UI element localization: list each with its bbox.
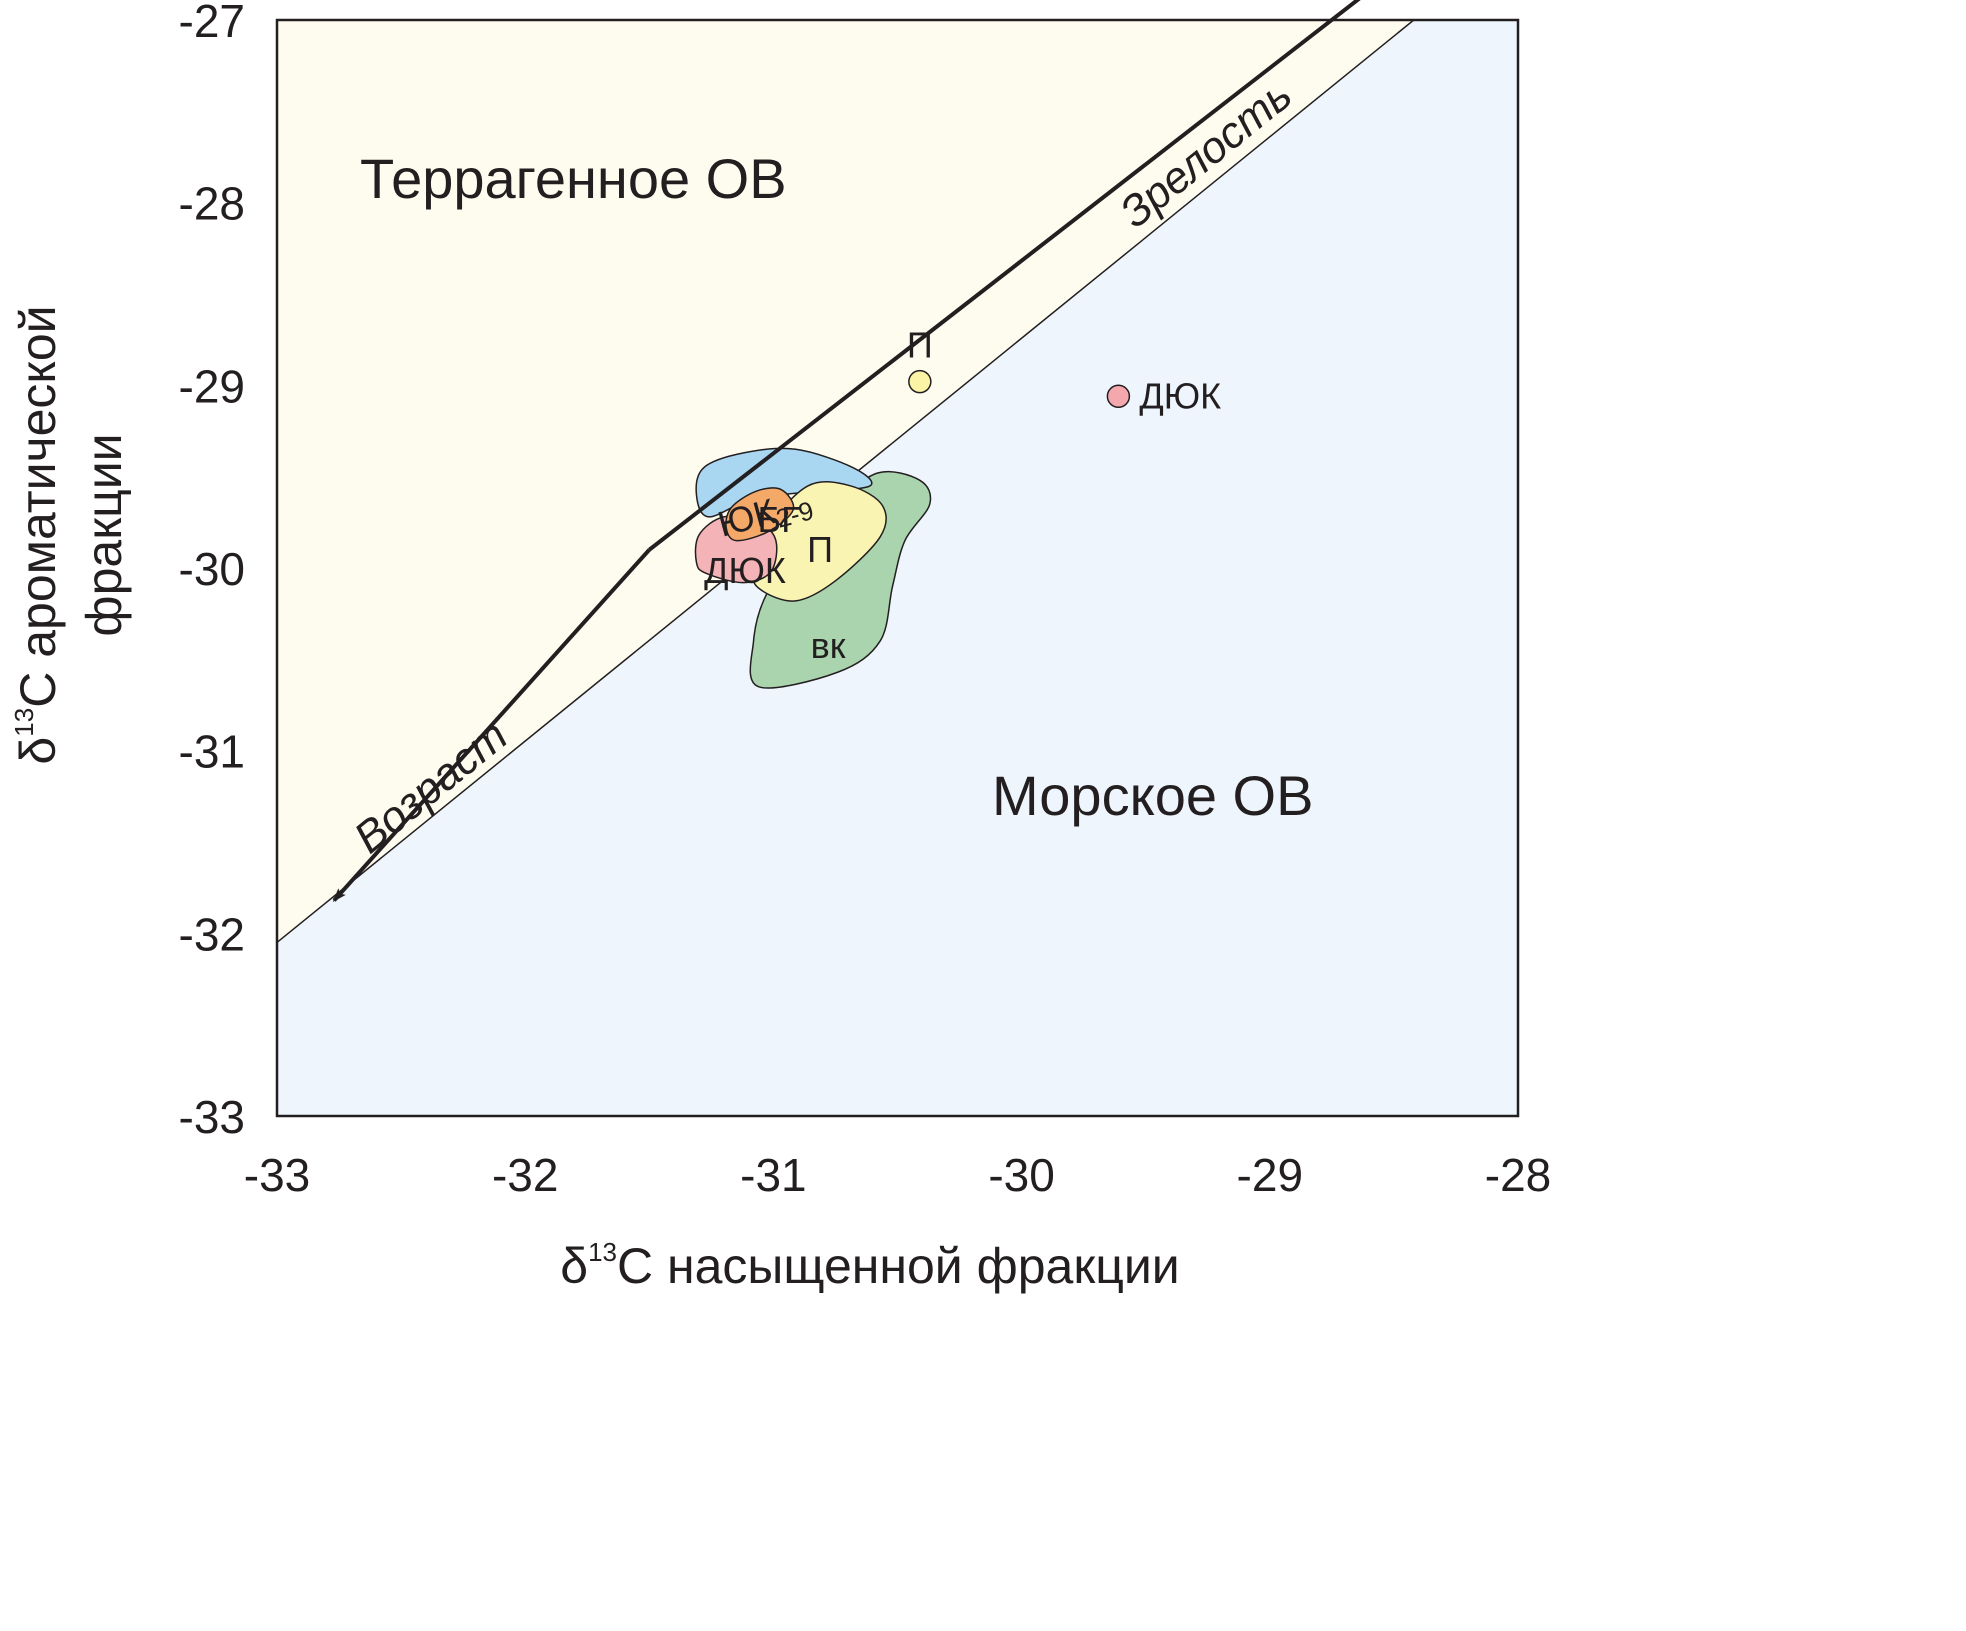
region-label-terrigenous: Террагенное ОВ [360,147,787,210]
region-marine [277,20,1518,1116]
x-tick-label: -31 [740,1149,806,1201]
x-tick-label: -32 [492,1149,558,1201]
x-tick-label: -29 [1237,1149,1303,1201]
x-tick-label: -28 [1485,1149,1551,1201]
field-label-0: вк [811,625,846,666]
y-tick-label: -27 [179,0,245,47]
x-axis-label: δ13C насыщенной фракции [560,1237,1180,1294]
x-tick-label: -30 [988,1149,1054,1201]
y-tick-label: -33 [179,1091,245,1143]
point-label-0: П [907,325,933,366]
field-4 [725,487,795,542]
y-tick-label: -31 [179,726,245,778]
point-1 [1106,384,1131,409]
region-label-marine: Морское ОВ [992,764,1313,827]
point-0 [908,369,932,394]
y-tick-label: -28 [179,178,245,230]
y-tick-label: -29 [179,360,245,412]
field-label-4: БГ [757,499,800,540]
arrow-1 [332,548,651,902]
x-tick-label: -33 [244,1149,310,1201]
y-tick-label: -30 [179,543,245,595]
y-axis-label: δ13C ароматической фракции [9,305,132,764]
svg-text:фракции: фракции [76,433,132,636]
field-label-2: П [807,529,833,570]
point-label-1: ДЮК [1139,375,1221,416]
arrow-0 [648,0,1361,552]
plot-frame [275,18,1520,1118]
field-label-3: ДЮК [704,550,786,591]
y-tick-label: -32 [179,908,245,960]
svg-text:δ13C ароматической: δ13C ароматической [9,305,66,764]
